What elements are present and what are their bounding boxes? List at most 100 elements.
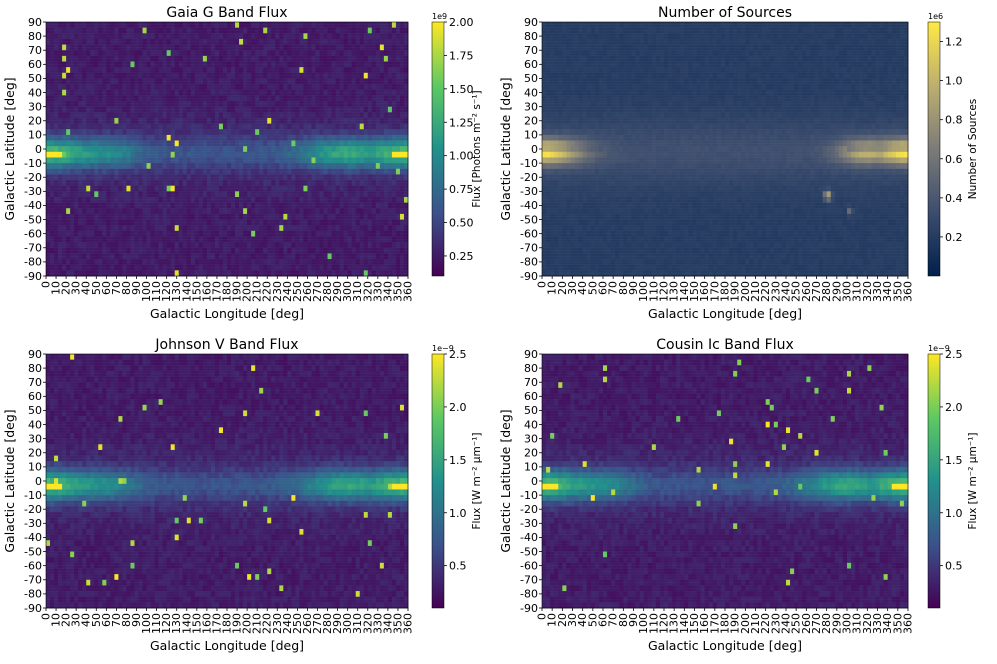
heatmap-cell (371, 123, 377, 130)
heatmap-cell (367, 38, 373, 45)
heatmap-cell (335, 38, 341, 45)
heatmap-cell (251, 50, 256, 57)
heatmap-cell (114, 134, 119, 141)
heatmap-cell (86, 89, 91, 96)
heatmap-cell (355, 146, 361, 153)
heatmap-cell (162, 106, 168, 113)
heatmap-cell (50, 72, 55, 79)
heatmap-cell (86, 61, 91, 68)
heatmap-cell (311, 123, 316, 130)
heatmap-cell (174, 123, 180, 130)
heatmap-cell (54, 140, 59, 147)
heatmap-cell (275, 50, 280, 57)
heatmap-cell (150, 134, 155, 141)
heatmap-cell (78, 50, 83, 57)
heatmap-cell (279, 101, 284, 108)
heatmap-cell (367, 134, 373, 141)
heatmap-cell (387, 106, 393, 113)
heatmap-cell (339, 38, 345, 45)
heatmap-cell (174, 67, 180, 74)
heatmap-cell (355, 117, 361, 124)
heatmap-cell (355, 95, 361, 102)
heatmap-cell (295, 106, 300, 113)
heatmap-cell (154, 55, 160, 62)
heatmap-cell (319, 67, 324, 74)
heatmap-cell (218, 134, 224, 141)
heatmap-cell (231, 101, 236, 108)
heatmap-cell (231, 89, 236, 96)
heatmap-cell (74, 84, 79, 91)
heatmap-cell (170, 151, 176, 158)
heatmap-cell (339, 33, 345, 40)
heatmap-cell (222, 38, 228, 45)
heatmap-cell (178, 123, 184, 130)
heatmap-cell (275, 84, 280, 91)
heatmap-cell (259, 123, 264, 130)
heatmap-cell (130, 67, 135, 74)
heatmap-cell (323, 67, 328, 74)
heatmap-cell (154, 78, 160, 85)
heatmap-cell (150, 84, 155, 91)
heatmap-cell (303, 27, 308, 34)
heatmap-cell (403, 50, 409, 57)
heatmap-cell (227, 78, 232, 85)
heatmap-cell (331, 84, 336, 91)
heatmap-cell (399, 146, 405, 153)
heatmap-cell (335, 55, 341, 62)
heatmap-cell (379, 72, 385, 79)
heatmap-cell (130, 106, 135, 113)
heatmap-cell (222, 123, 228, 130)
heatmap-cell (154, 89, 160, 96)
heatmap-cell (174, 44, 180, 51)
heatmap-cell (227, 151, 232, 158)
heatmap-cell (367, 95, 373, 102)
heatmap-cell (110, 95, 115, 102)
heatmap-cell (198, 61, 204, 68)
heatmap-cell (62, 67, 67, 74)
heatmap-cell (194, 146, 200, 153)
heatmap-cell (122, 95, 127, 102)
heatmap-cell (58, 146, 63, 153)
heatmap-cell (359, 22, 365, 29)
heatmap-cell (90, 151, 95, 158)
heatmap-cell (214, 123, 220, 130)
heatmap-cell (186, 146, 192, 153)
heatmap-cell (106, 134, 111, 141)
heatmap-cell (271, 146, 276, 153)
heatmap-cell (206, 134, 212, 141)
heatmap-cell (154, 95, 160, 102)
heatmap-cell (158, 129, 164, 136)
heatmap-cell (399, 33, 405, 40)
heatmap-cell (331, 72, 336, 79)
heatmap-cell (162, 129, 168, 136)
heatmap-cell (70, 134, 75, 141)
heatmap-cell (146, 140, 151, 147)
heatmap-cell (62, 22, 67, 29)
heatmap-cell (218, 101, 224, 108)
heatmap-cell (303, 38, 308, 45)
heatmap-cell (158, 22, 164, 29)
heatmap-cell (227, 50, 232, 57)
heatmap-cell (347, 38, 353, 45)
heatmap-cell (295, 146, 300, 153)
heatmap-cell (218, 95, 224, 102)
heatmap-cell (327, 106, 332, 113)
heatmap-cell (50, 129, 55, 136)
heatmap-cell (287, 84, 292, 91)
heatmap-cell (126, 101, 131, 108)
heatmap-cell (239, 95, 244, 102)
heatmap-cell (403, 134, 409, 141)
heatmap-cell (335, 72, 341, 79)
heatmap-cell (379, 146, 385, 153)
heatmap-cell (311, 50, 316, 57)
heatmap-cell (86, 50, 91, 57)
heatmap-cell (335, 95, 341, 102)
heatmap-cell (146, 61, 151, 68)
heatmap-cell (331, 112, 336, 119)
heatmap-cell (170, 95, 176, 102)
heatmap-cell (323, 146, 328, 153)
heatmap-cell (118, 140, 123, 147)
heatmap-cell (379, 134, 385, 141)
heatmap-cell (146, 117, 151, 124)
heatmap-cell (130, 78, 135, 85)
